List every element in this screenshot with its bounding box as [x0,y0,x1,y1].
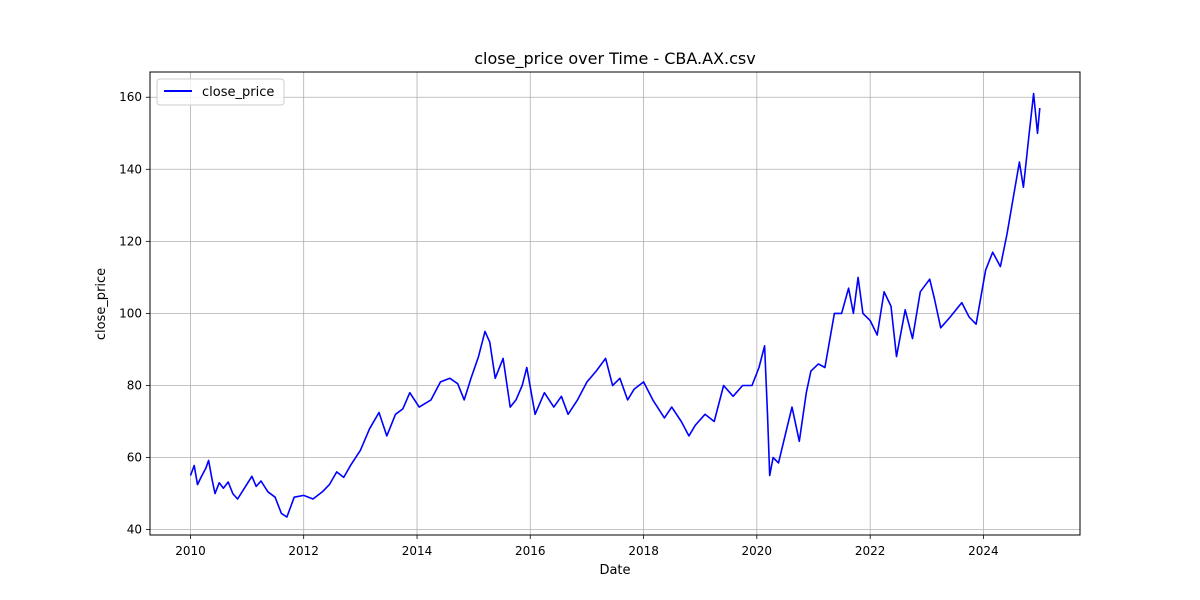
legend-label: close_price [202,85,274,100]
y-tick-label: 140 [119,162,142,176]
gridlines [150,72,1080,535]
y-axis-label: close_price [94,268,109,340]
series-group [189,92,1041,518]
plot-frame [149,71,1081,536]
x-axis-label: Date [599,563,630,578]
y-axis-ticks: 40 60 80 100 120 140 160 [119,90,150,537]
x-tick-label: 2022 [855,544,886,558]
y-tick-label: 60 [127,451,142,465]
legend-box [156,78,285,106]
y-tick-label: 120 [119,234,142,248]
legend: close_price [156,78,285,106]
y-tick-label: 80 [127,378,142,392]
x-axis-ticks: 2010 2012 2014 2016 2018 2020 2022 2024 [175,535,999,558]
x-tick-label: 2020 [742,544,773,558]
series-line-close-price [189,92,1041,518]
x-tick-label: 2024 [968,544,999,558]
y-tick-label: 160 [119,90,142,104]
x-tick-label: 2016 [515,544,546,558]
x-tick-label: 2012 [288,544,319,558]
x-tick-label: 2014 [402,544,433,558]
x-tick-label: 2010 [175,544,206,558]
chart-title: close_price over Time - CBA.AX.csv [474,49,755,69]
y-tick-label: 100 [119,306,142,320]
x-tick-label: 2018 [628,544,659,558]
y-tick-label: 40 [127,523,142,537]
